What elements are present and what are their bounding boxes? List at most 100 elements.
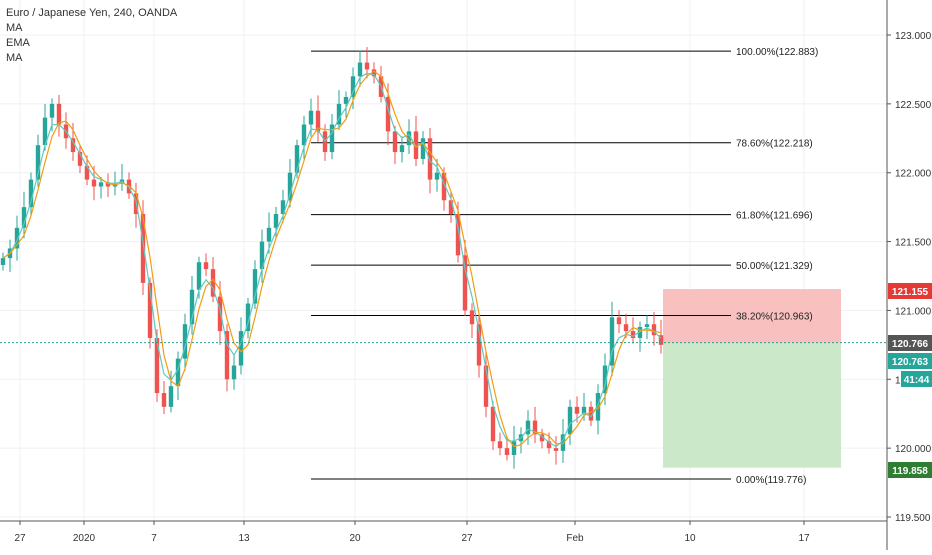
candle[interactable] [245,298,251,339]
price-label-entry: 120.766 [892,339,929,350]
candle[interactable] [161,380,167,414]
candle[interactable] [476,313,482,378]
chart-title[interactable]: Euro / Japanese Yen, 240, OANDA [6,7,178,19]
candle-body [658,335,664,345]
price-label-entry-bg [888,335,932,351]
candle[interactable] [105,173,111,197]
candle[interactable] [315,95,321,142]
candle[interactable] [168,370,174,413]
candle[interactable] [399,136,405,163]
candle[interactable] [343,91,349,118]
candle[interactable] [525,410,531,445]
candle[interactable] [294,139,300,179]
x-tick-label: 10 [684,533,696,544]
candle[interactable] [14,215,20,261]
candle-body [392,131,398,153]
candle[interactable] [77,144,83,173]
candle[interactable] [441,167,447,211]
y-tick-label: 121.500 [895,238,932,249]
candle-body [511,441,517,456]
candle[interactable] [616,310,622,334]
candle[interactable] [497,432,503,456]
candle-body [224,331,230,380]
candle-body [567,406,573,435]
candle[interactable] [189,276,195,335]
candle[interactable] [259,229,265,283]
candle[interactable] [420,131,426,165]
candle[interactable] [350,67,356,110]
candle[interactable] [238,317,244,375]
candle-body [0,258,6,265]
candle[interactable] [595,384,601,435]
candle[interactable] [336,90,342,131]
candle[interactable] [224,323,230,392]
indicator-ma-1[interactable]: MA [6,22,23,34]
candle[interactable] [588,401,594,427]
candle[interactable] [56,95,62,137]
y-tick-label: 119.500 [895,513,931,524]
candle[interactable] [406,119,412,154]
candle[interactable] [21,191,27,239]
candle[interactable] [287,158,293,208]
candle[interactable] [413,115,419,167]
candle-body [651,324,657,336]
fibonacci-retracement[interactable]: 100.00%(122.883) 78.60%(122.218) 61.80%(12… [311,47,818,486]
price-label-target-bg [888,462,932,478]
candle[interactable] [651,312,657,346]
take-profit-zone[interactable] [663,342,841,468]
candle[interactable] [434,158,440,192]
candle[interactable] [175,351,181,400]
y-tick-label: 122.500 [895,100,932,111]
candle-body [406,131,412,146]
indicator-ema[interactable]: EMA [6,37,30,49]
x-tick-label: 2020 [73,533,96,544]
candle[interactable] [0,252,6,271]
candle[interactable] [35,134,41,187]
candle[interactable] [469,303,475,338]
candle[interactable] [357,50,363,87]
candle-body [420,138,426,159]
candle[interactable] [490,401,496,451]
candle-body [196,262,202,290]
x-tick-label: 7 [151,533,157,544]
candle[interactable] [511,425,517,469]
candle-body [595,393,601,421]
candle[interactable] [567,399,573,445]
candle[interactable] [483,351,489,418]
candle[interactable] [448,191,454,223]
candle[interactable] [280,189,286,223]
candle[interactable] [42,103,48,151]
fib-level-label: 38.20%(120.963) [736,312,813,323]
fib-level-label: 0.00%(119.776) [736,475,806,486]
candle[interactable] [28,172,34,216]
candle-body [294,145,300,173]
candle[interactable] [273,206,279,239]
indicator-ma-2[interactable]: MA [6,52,23,64]
candle[interactable] [553,436,559,465]
candle-body [448,200,454,215]
candle[interactable] [658,319,664,354]
candle[interactable] [140,200,146,296]
candle[interactable] [84,155,90,186]
candle[interactable] [637,321,643,352]
candle[interactable] [231,355,237,390]
candle[interactable] [329,114,335,160]
candle[interactable] [203,253,209,277]
candle[interactable] [532,406,538,444]
candle[interactable] [371,62,377,84]
candle-body [581,406,587,414]
candle-body [42,117,48,146]
candle[interactable] [630,317,636,344]
candle[interactable] [252,260,258,310]
candle-body [476,324,482,366]
candle[interactable] [301,115,307,159]
candle[interactable] [609,301,615,376]
candle[interactable] [462,239,468,316]
ma-line [2,70,662,448]
candle[interactable] [392,125,398,165]
fib-level-label: 100.00%(122.883) [736,47,818,58]
candle[interactable] [98,176,104,199]
candle-body [217,296,223,332]
